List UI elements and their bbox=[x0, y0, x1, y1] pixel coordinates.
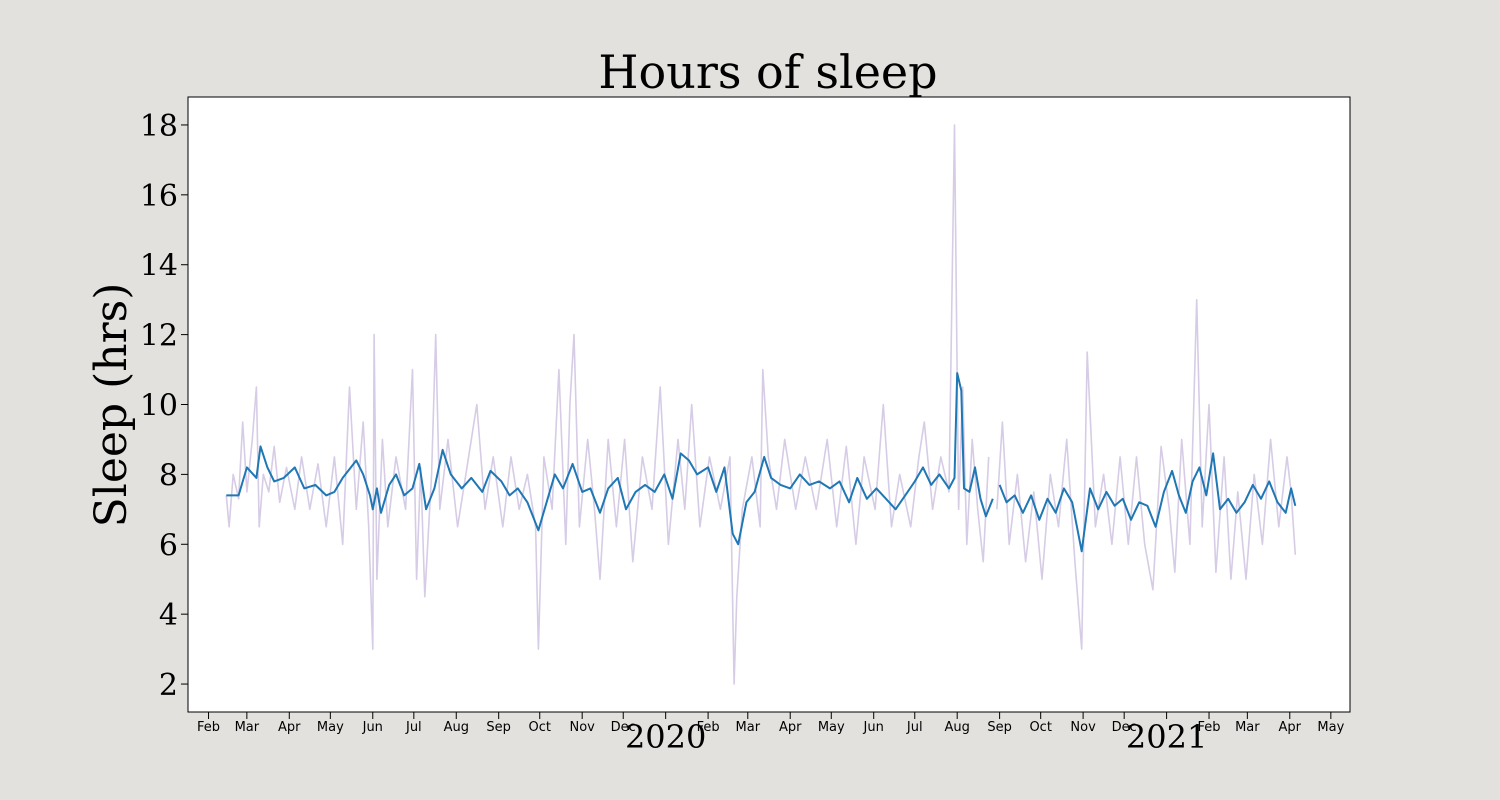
series-line-1 bbox=[996, 298, 1297, 650]
y-tick-label: 2 bbox=[159, 668, 178, 703]
x-tick-label: Dec bbox=[611, 720, 636, 735]
plot-area bbox=[188, 97, 1350, 712]
x-tick-label: Aug bbox=[444, 720, 469, 735]
y-tick-label: 8 bbox=[159, 458, 178, 493]
chart-title: Hours of sleep bbox=[598, 45, 937, 99]
x-tick-label: Dec bbox=[1112, 720, 1137, 735]
x-tick-label: Jul bbox=[906, 720, 923, 735]
x-tick-label: Sep bbox=[987, 720, 1012, 735]
x-tick-label: Apr bbox=[278, 720, 301, 735]
y-tick-label: 12 bbox=[140, 319, 178, 354]
x-tick-label: Feb bbox=[1198, 720, 1221, 735]
x-tick-label: Mar bbox=[1235, 720, 1260, 735]
y-axis-label: Sleep (hrs) bbox=[86, 283, 137, 528]
y-tick-label: 14 bbox=[140, 249, 178, 284]
x-tick-label: Mar bbox=[235, 720, 260, 735]
year-tick-label: 2021 bbox=[1126, 718, 1207, 756]
x-tick-label: Feb bbox=[697, 720, 720, 735]
x-axis: Feb Mar Apr May Jun Jul Aug Sep Oct Nov Dec Feb Mar A… bbox=[197, 712, 1345, 756]
y-tick-label: 10 bbox=[140, 389, 178, 424]
x-tick-label: May bbox=[317, 720, 344, 735]
series-line-2 bbox=[226, 372, 994, 546]
x-tick-label: Sep bbox=[486, 720, 511, 735]
y-tick-label: 6 bbox=[159, 528, 178, 563]
x-tick-label: Apr bbox=[779, 720, 802, 735]
x-tick-label: Mar bbox=[736, 720, 761, 735]
series-layer bbox=[225, 124, 1297, 685]
y-axis: 2 4 6 8 10 12 14 16 18 bbox=[140, 109, 188, 703]
year-tick-label: 2020 bbox=[625, 718, 706, 756]
series-line-3 bbox=[998, 452, 1297, 553]
y-tick-label: 16 bbox=[140, 179, 178, 214]
x-tick-label: Nov bbox=[569, 720, 595, 735]
x-tick-label: Apr bbox=[1279, 720, 1302, 735]
x-tick-label: May bbox=[818, 720, 845, 735]
x-tick-label: Nov bbox=[1070, 720, 1096, 735]
y-tick-label: 18 bbox=[140, 109, 178, 144]
x-tick-label: Jul bbox=[405, 720, 422, 735]
x-tick-label: Jun bbox=[863, 720, 884, 735]
y-tick-label: 4 bbox=[159, 598, 178, 633]
x-tick-label: Oct bbox=[529, 720, 551, 735]
x-tick-label: Jun bbox=[362, 720, 383, 735]
x-tick-label: Aug bbox=[944, 720, 969, 735]
x-tick-label: Oct bbox=[1029, 720, 1051, 735]
x-tick-label: Feb bbox=[197, 720, 220, 735]
x-tick-label: May bbox=[1317, 720, 1344, 735]
